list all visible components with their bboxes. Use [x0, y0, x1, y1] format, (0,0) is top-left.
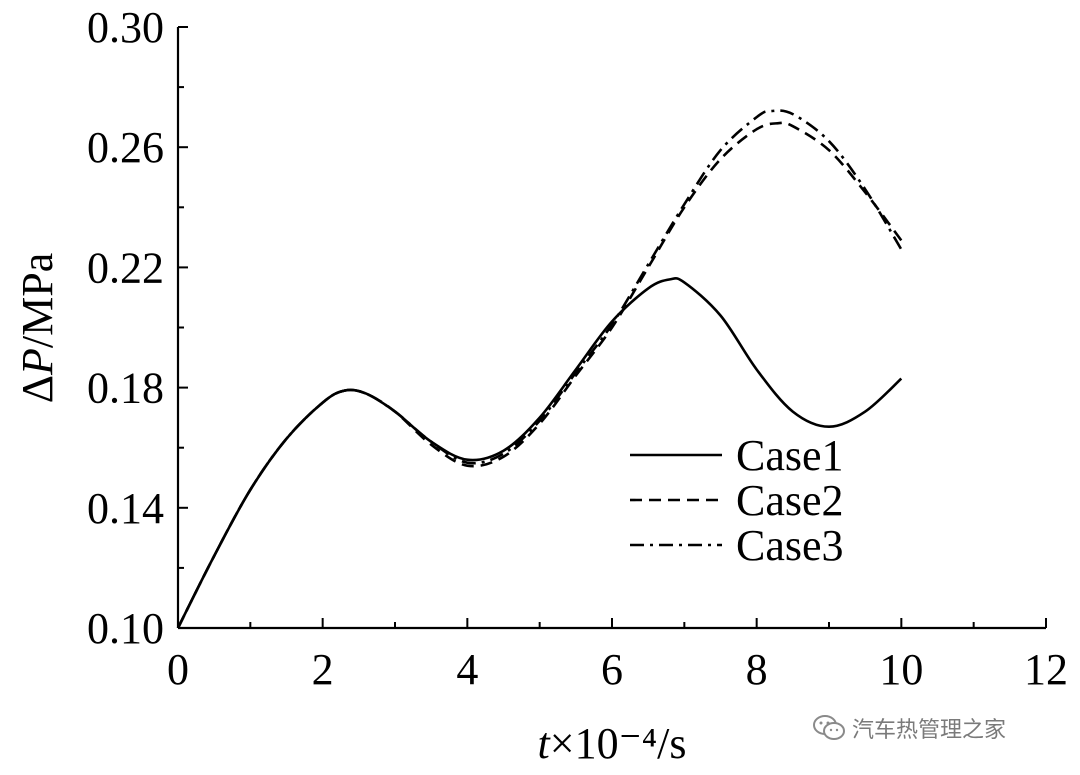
chart-series — [176, 109, 903, 629]
x-tick-label: 12 — [1024, 645, 1068, 694]
x-tick-label: 10 — [879, 645, 923, 694]
y-tick-label: 0.26 — [87, 123, 164, 172]
x-axis-label: t×10⁻⁴/s — [538, 719, 687, 768]
x-tick-label: 4 — [456, 645, 478, 694]
legend-label-2: Case2 — [736, 476, 844, 525]
y-tick-label: 0.14 — [87, 484, 164, 533]
chart-ticks: 0.10 0.14 0.18 0.22 0.26 0.30 0 2 4 6 8 10 12 — [87, 3, 1068, 694]
series-line-3 — [176, 109, 903, 629]
x-tick-label: 2 — [312, 645, 334, 694]
watermark-text: 汽车热管理之家 — [852, 718, 1007, 743]
watermark: 汽车热管理之家 — [812, 712, 1006, 744]
x-tick-label: 6 — [601, 645, 623, 694]
y-tick-label: 0.18 — [87, 364, 164, 413]
legend-label-3: Case3 — [736, 521, 844, 570]
wechat-icon — [813, 715, 845, 740]
series-line-2 — [176, 121, 903, 629]
y-tick-label: 0.10 — [87, 604, 164, 653]
y-tick-label: 0.30 — [87, 3, 164, 52]
y-axis-label: ΔP/MPa — [13, 253, 62, 404]
y-tick-label: 0.22 — [87, 243, 164, 292]
x-tick-label: 8 — [746, 645, 768, 694]
x-tick-label: 0 — [167, 645, 189, 694]
legend-label-1: Case1 — [736, 431, 844, 480]
